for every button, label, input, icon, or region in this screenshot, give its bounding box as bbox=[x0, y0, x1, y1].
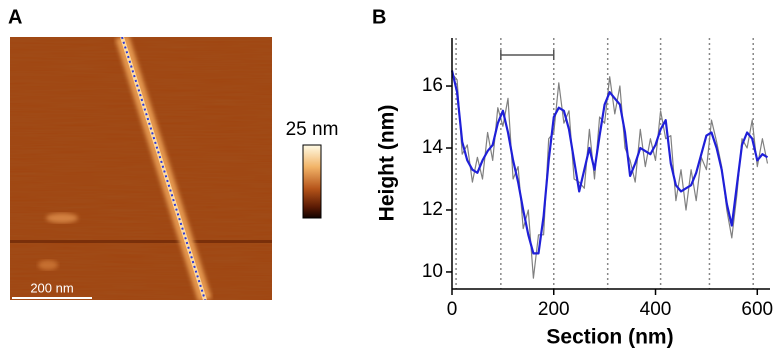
panel-label: B bbox=[372, 6, 386, 28]
scale-bar-label: 200 nm bbox=[30, 280, 73, 295]
x-tick-label: 0 bbox=[447, 299, 458, 320]
y-tick-label: 12 bbox=[422, 199, 443, 220]
y-tick-label: 16 bbox=[422, 75, 443, 96]
colorbar bbox=[302, 144, 322, 219]
y-axis-title: Height (nm) bbox=[376, 105, 399, 222]
y-tick-label: 14 bbox=[422, 137, 444, 158]
x-tick-label: 600 bbox=[741, 299, 773, 320]
data-line bbox=[451, 73, 769, 279]
panel-label: A bbox=[8, 6, 22, 28]
y-tick-label: 10 bbox=[422, 261, 443, 282]
plot: 10 12 14 16 0 200 400 600 bbox=[422, 38, 773, 320]
colorbar-label: 25 nm bbox=[286, 119, 339, 140]
x-tick-label: 400 bbox=[640, 299, 672, 320]
x-axis-title: Section (nm) bbox=[546, 326, 673, 349]
x-tick-label: 200 bbox=[538, 299, 570, 320]
data-line bbox=[450, 70, 769, 255]
afm-image bbox=[10, 37, 272, 300]
